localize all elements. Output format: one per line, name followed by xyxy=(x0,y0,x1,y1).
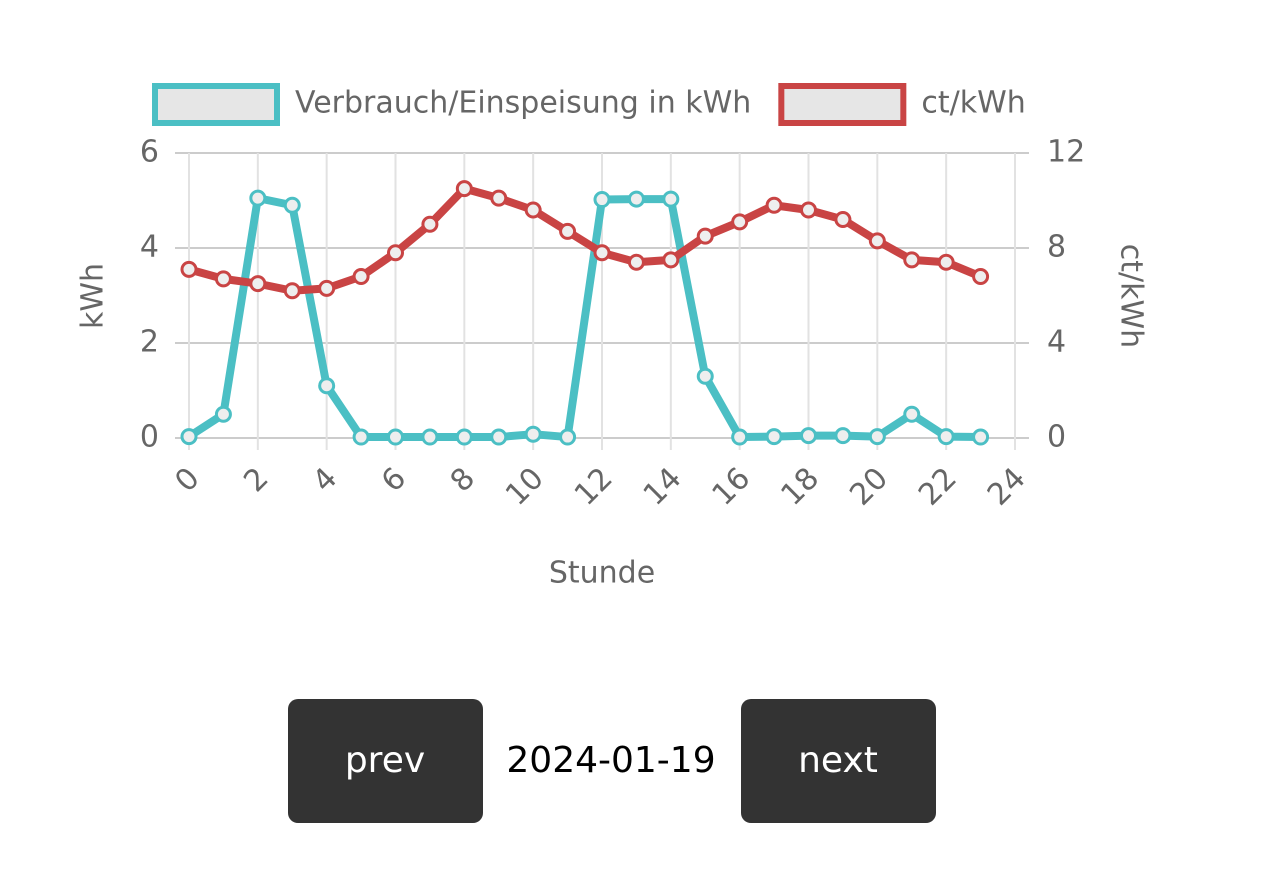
x-tick-label: 18 xyxy=(774,461,826,513)
data-point xyxy=(800,427,817,445)
x-tick-label: 20 xyxy=(843,461,895,513)
data-point xyxy=(731,428,749,446)
x-tick-label: 22 xyxy=(912,461,964,513)
x-tick-label: 8 xyxy=(444,461,482,499)
data-point xyxy=(387,428,404,446)
data-point xyxy=(249,189,267,207)
y-tick-label: 0 xyxy=(140,420,159,455)
x-tick-label: 6 xyxy=(375,461,413,499)
data-point xyxy=(834,211,852,228)
data-point xyxy=(318,279,336,297)
data-point xyxy=(696,367,714,385)
data-point xyxy=(559,222,577,240)
data-point xyxy=(318,377,336,395)
data-point xyxy=(352,428,370,446)
x-tick-label: 10 xyxy=(499,461,551,513)
y-tick-label: 4 xyxy=(140,230,159,265)
data-point xyxy=(972,428,990,446)
data-point xyxy=(731,213,749,231)
y2-tick-label: 8 xyxy=(1047,230,1066,265)
data-point xyxy=(524,425,542,443)
legend-label: ct/kWh xyxy=(921,86,1025,121)
prev-button-bg[interactable] xyxy=(288,699,483,823)
data-point xyxy=(455,180,473,198)
data-point xyxy=(627,190,645,208)
y2-tick-label: 4 xyxy=(1047,325,1066,360)
x-axis-title: Stunde xyxy=(549,556,655,591)
date-label: 2024-01-19 xyxy=(506,740,715,781)
data-point xyxy=(214,270,232,288)
y-tick-label: 2 xyxy=(140,325,159,360)
y2-tick-label: 12 xyxy=(1047,135,1085,170)
data-point xyxy=(765,196,783,214)
x-tick-label: 0 xyxy=(168,461,206,499)
data-point xyxy=(559,428,577,446)
data-point xyxy=(455,428,473,446)
y-tick-label: 6 xyxy=(140,135,159,170)
data-point xyxy=(903,251,921,269)
legend-label: Verbrauch/Einspeisung in kWh xyxy=(295,86,751,121)
x-tick-label: 4 xyxy=(306,461,344,499)
x-tick-label: 14 xyxy=(637,461,689,513)
data-point xyxy=(662,190,680,208)
y-axis-title: kWh xyxy=(76,263,111,329)
data-point xyxy=(868,428,886,446)
data-point xyxy=(627,253,645,271)
next-button[interactable]: next xyxy=(741,699,936,823)
data-point xyxy=(593,191,611,209)
data-point xyxy=(283,282,301,300)
prev-button-label[interactable]: prev xyxy=(345,740,425,781)
x-tick-label: 2 xyxy=(237,461,275,499)
y2-tick-label: 0 xyxy=(1047,420,1066,455)
next-button-label[interactable]: next xyxy=(798,740,878,781)
x-tick-label: 24 xyxy=(981,461,1033,513)
data-point xyxy=(421,215,439,233)
data-point xyxy=(696,227,714,245)
x-tick-label: 16 xyxy=(706,461,758,513)
data-point xyxy=(421,428,439,446)
data-point xyxy=(214,405,232,423)
x-tick-label: 12 xyxy=(568,461,620,513)
data-point xyxy=(524,201,542,219)
data-point xyxy=(937,253,955,271)
prev-button[interactable]: prev xyxy=(288,699,483,823)
data-point xyxy=(765,428,783,446)
data-point xyxy=(180,260,198,278)
data-point xyxy=(387,244,404,262)
y2-axis-title: ct/kWh xyxy=(1114,244,1149,348)
data-point xyxy=(662,251,680,269)
legend-swatch xyxy=(152,83,280,126)
data-point xyxy=(800,201,817,219)
data-point xyxy=(249,275,267,293)
data-point xyxy=(972,268,990,285)
data-point xyxy=(180,428,198,446)
data-point xyxy=(352,268,370,285)
data-point xyxy=(868,232,886,250)
data-point xyxy=(834,427,852,445)
legend-swatch xyxy=(778,83,907,126)
data-point xyxy=(490,428,508,446)
data-point xyxy=(903,405,921,423)
data-point xyxy=(283,196,301,214)
next-button-bg[interactable] xyxy=(741,699,936,823)
data-point xyxy=(490,189,508,207)
data-point xyxy=(937,428,955,446)
data-point xyxy=(593,244,611,262)
